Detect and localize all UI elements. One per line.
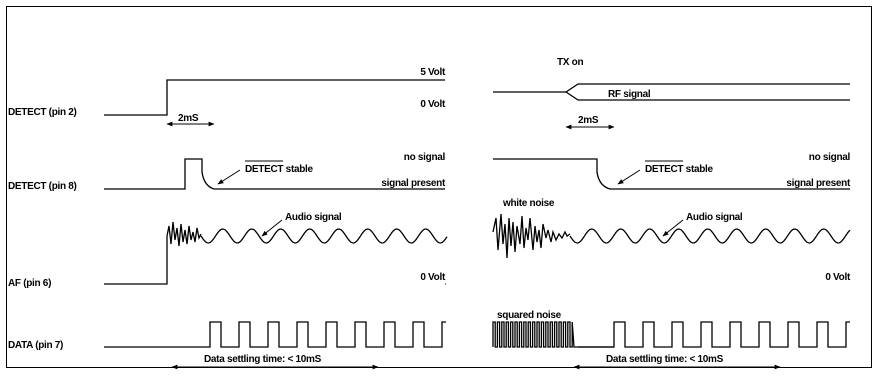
label-audio-right: Audio signal <box>686 212 743 223</box>
label-detect-stable-left: DETECT stable <box>245 164 314 175</box>
arrow-audio-left <box>261 219 283 237</box>
label-settling-left: Data settling time: < 10mS <box>204 354 322 365</box>
arrow-detect-stable-left <box>217 169 241 185</box>
waveform-af-sine-right <box>569 228 851 244</box>
waveform-white-noise <box>492 213 571 259</box>
label-rf-signal: RF signal <box>608 89 651 100</box>
label-squared-noise: squared noise <box>497 310 562 321</box>
label-detect-pin2-left: DETECT (pin 2) <box>8 107 77 118</box>
diagram-frame <box>6 6 872 368</box>
waveform-af-sine-left <box>200 228 448 244</box>
label-settling-right: Data settling time: < 10mS <box>606 354 724 365</box>
label-data-pin7-left: DATA (pin 7) <box>8 340 63 351</box>
label-2ms-right: 2mS <box>578 115 599 126</box>
level-no-signal-left: no signal <box>404 152 446 163</box>
level-0v-left-row1: 0 Volt <box>420 99 446 110</box>
waveform-squared-noise <box>492 321 614 348</box>
level-signal-present-left: signal present <box>381 178 446 189</box>
level-0v-right-row3: 0 Volt <box>825 272 851 283</box>
label-detect-pin8-left: DETECT (pin 8) <box>8 181 77 192</box>
waveform-detect-pin2-left <box>104 79 445 116</box>
label-af-pin6-left: AF (pin 6) <box>8 278 51 289</box>
label-audio-left: Audio signal <box>285 212 342 223</box>
level-signal-present-right: signal present <box>786 178 851 189</box>
rf-lower <box>565 91 850 101</box>
level-no-signal-right: no signal <box>809 152 851 163</box>
arrow-audio-right <box>662 219 684 237</box>
waveform-af-noise-left <box>166 221 202 247</box>
label-white-noise: white noise <box>502 198 555 209</box>
waveform-detect-pin8-left <box>104 158 445 190</box>
label-tx-on: TX on <box>557 57 583 68</box>
arrow-detect-stable-right <box>617 169 641 185</box>
level-5v-left: 5 Volt <box>420 67 446 78</box>
waveform-data-left <box>104 321 446 348</box>
rf-upper <box>565 83 850 93</box>
level-0v-left-row3: 0 Volt <box>420 272 446 283</box>
label-detect-stable-right: DETECT stable <box>645 164 714 175</box>
waveform-af-step-left <box>104 236 168 285</box>
label-2ms-left: 2mS <box>178 113 199 124</box>
waveform-data-right <box>578 321 850 348</box>
waveform-detect-right <box>493 158 850 190</box>
